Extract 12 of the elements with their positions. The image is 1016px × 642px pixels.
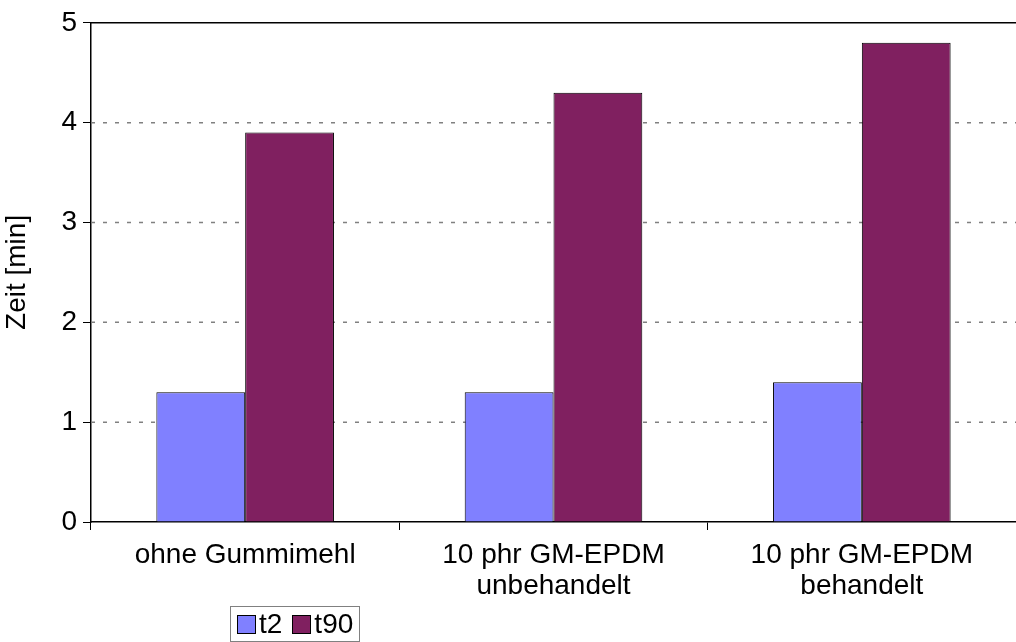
y-axis-title: Zeit [min] [0,214,31,330]
x-tick-label: ohne Gummimehl [134,538,356,570]
y-tick-label: 4 [61,105,77,137]
y-tick-label: 2 [61,305,77,337]
legend-label: t90 [314,608,354,640]
y-tick-label: 1 [61,404,77,436]
y-tick-label: 0 [61,504,77,536]
x-tick-label: 10 phr GM-EPDM behandelt [750,538,974,600]
x-tick-label: 10 phr GM-EPDM unbehandelt [442,538,665,600]
y-tick-label: 5 [61,5,77,37]
y-tick-label: 3 [61,205,77,237]
legend-label: t2 [259,608,283,640]
